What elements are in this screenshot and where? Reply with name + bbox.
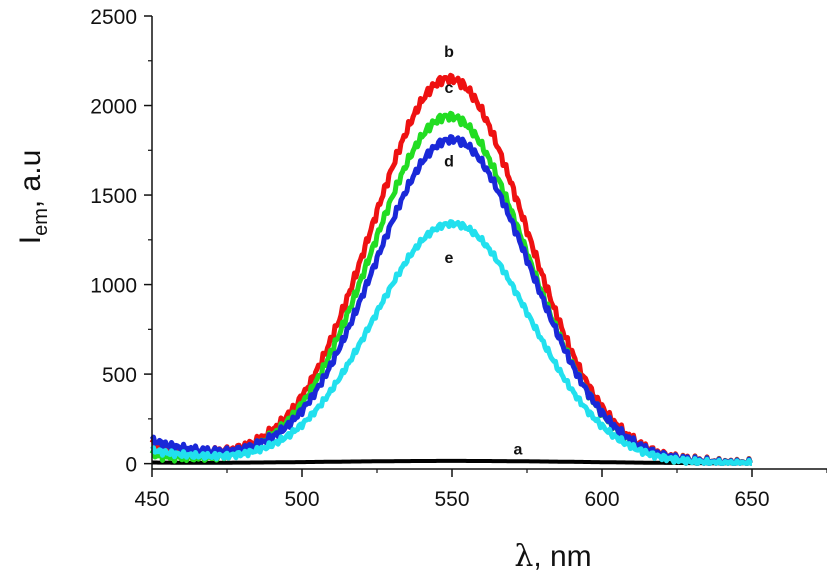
y-axis-main: I (14, 236, 47, 244)
x-tick-label: 650 (734, 488, 769, 511)
series-label-b: b (444, 44, 454, 61)
y-axis-sub: em (30, 208, 52, 236)
y-tick-label: 1500 (90, 185, 137, 208)
ticks-layer: 450 500 550 600 650 0 500 1000 1500 2000 2500 (90, 6, 827, 511)
x-axis-unit: , nm (533, 540, 591, 573)
y-tick-label: 0 (125, 454, 137, 477)
y-tick-label: 500 (102, 364, 137, 387)
series-line-d (149, 134, 753, 466)
series-label-c: c (445, 80, 454, 97)
x-axis-title: λ, nm (514, 539, 591, 574)
y-tick-label: 2500 (90, 6, 137, 29)
series-line-b (149, 72, 753, 466)
series-label-a: a (514, 442, 523, 459)
x-tick-label: 450 (134, 488, 169, 511)
series-line-e (150, 219, 753, 466)
y-axis-unit: , a.u (14, 150, 47, 208)
x-tick-label: 600 (584, 488, 619, 511)
series-label-d: d (444, 153, 454, 170)
y-tick-label: 1000 (90, 275, 137, 298)
curves-layer (149, 72, 753, 466)
y-tick-label: 2000 (90, 96, 137, 119)
series-label-e: e (445, 250, 454, 267)
x-tick-label: 550 (434, 488, 469, 511)
curve-labels-layer: a b c d e (444, 44, 522, 458)
x-tick-label: 500 (284, 488, 319, 511)
y-axis-title: Iem, a.u (14, 150, 52, 245)
series-line-a (151, 458, 753, 466)
x-axis-symbol: λ (514, 539, 533, 574)
